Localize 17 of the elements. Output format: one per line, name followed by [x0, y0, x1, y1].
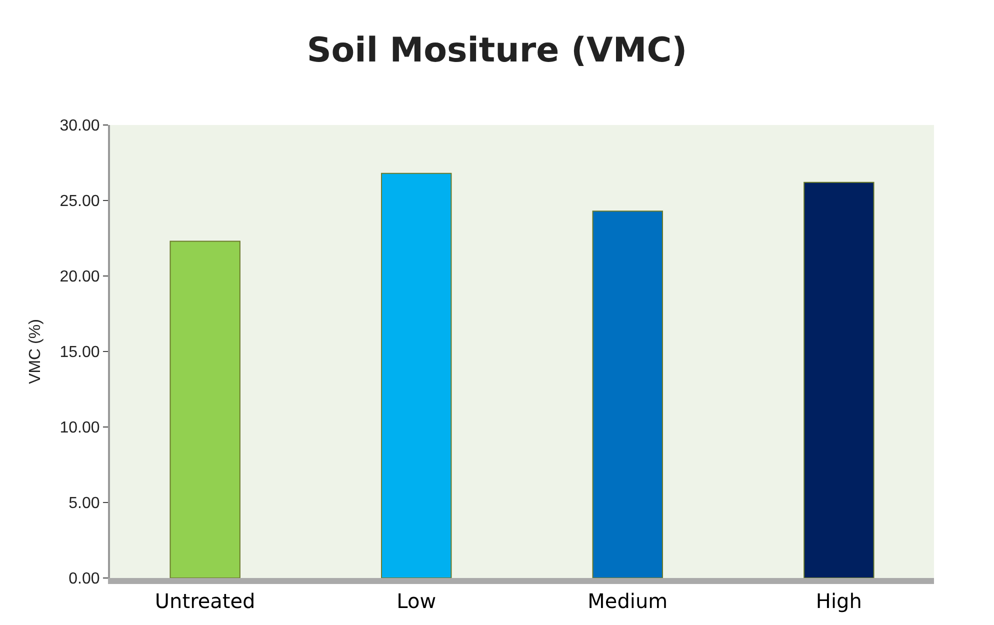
y-tick-label: 20.00: [60, 268, 100, 286]
y-tick-label: 10.00: [60, 420, 100, 437]
bar: [170, 240, 240, 578]
y-tick-label: 0.00: [68, 570, 100, 588]
x-tick-label: Low: [396, 589, 436, 613]
y-tick-label: 30.00: [60, 118, 100, 135]
x-tick-label: Medium: [588, 589, 668, 613]
x-tick-label: Untreated: [154, 589, 256, 613]
bar: [592, 210, 663, 578]
chart-title: Soil Mositure (VMC): [306, 30, 688, 70]
y-tick-label: 15.00: [60, 344, 100, 362]
y-tick-label: 25.00: [60, 193, 100, 210]
y-axis-title: VMC (%): [27, 319, 44, 384]
bar: [381, 172, 452, 578]
bar: [804, 182, 874, 578]
y-tick-label: 5.00: [68, 495, 100, 512]
x-tick-label: High: [816, 589, 862, 613]
